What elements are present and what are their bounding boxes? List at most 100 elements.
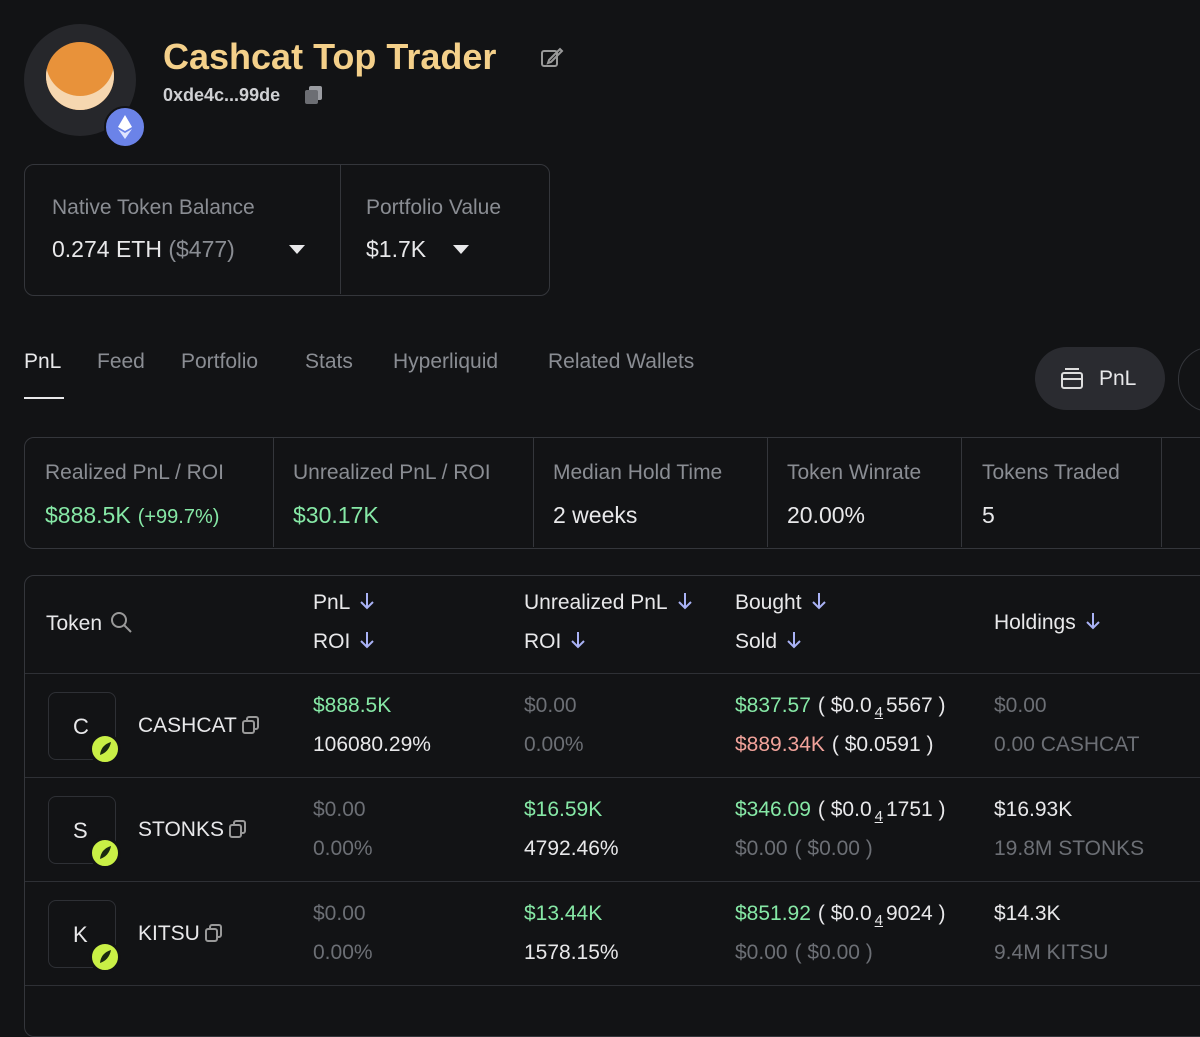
cell-roi: 0.00% (313, 941, 373, 964)
copy-icon[interactable] (237, 714, 261, 737)
platform-badge (89, 837, 121, 869)
tab-underline (24, 397, 64, 399)
stat-extra: (+99.7%) (137, 506, 220, 528)
divider (961, 438, 962, 547)
pnl-button[interactable]: PnL (1035, 347, 1165, 410)
more-button[interactable] (1178, 347, 1200, 412)
header-label: ROI (524, 630, 562, 653)
tab[interactable]: PnL (24, 350, 62, 373)
balance-amount: 0.274 ETH (52, 236, 162, 262)
dropdown-icon[interactable] (288, 244, 306, 256)
cell-holdings: $0.00 (994, 694, 1047, 717)
search-icon[interactable] (102, 612, 134, 635)
column-header[interactable]: Sold (735, 630, 803, 654)
divider (1161, 438, 1162, 547)
sold-value: $0.00 (735, 941, 788, 964)
tab[interactable]: Feed (97, 350, 145, 373)
bought-price-digits: 5567 ) (885, 694, 946, 717)
row-line (25, 777, 1200, 778)
column-header[interactable]: ROI (524, 630, 587, 654)
stat-number: $888.5K (45, 502, 131, 528)
portfolio-label: Portfolio Value (366, 196, 502, 219)
sort-icon[interactable] (561, 630, 587, 653)
token-symbol: KITSU (138, 922, 200, 945)
column-header[interactable]: PnL (313, 591, 376, 615)
token-letter: S (73, 818, 88, 843)
cell-pnl: $0.00 (313, 798, 366, 821)
avatar-face (46, 42, 114, 110)
sort-icon[interactable] (777, 630, 803, 653)
sort-icon[interactable] (802, 591, 828, 614)
header-label: ROI (313, 630, 351, 653)
bought-value: $851.92 (735, 902, 811, 925)
token-name: KITSU (138, 922, 224, 946)
cell-unrealized-roi: 0.00% (524, 733, 584, 756)
balance-label: Native Token Balance (52, 196, 255, 219)
header-label: PnL (313, 591, 351, 614)
chain-badge (104, 106, 146, 148)
cell-bought: $851.92 ( $0.0 4 9024 ) (735, 902, 946, 929)
stat-number: $30.17K (293, 502, 379, 528)
token-name: CASHCAT (138, 714, 261, 738)
dropdown-icon[interactable] (452, 244, 470, 256)
stat-label: Median Hold Time (553, 461, 723, 484)
sort-icon[interactable] (668, 591, 694, 614)
column-header[interactable]: ROI (313, 630, 376, 654)
copy-icon[interactable] (224, 818, 248, 841)
stat-value: 5 (982, 502, 995, 529)
row-line (25, 881, 1200, 882)
bought-value: $837.57 (735, 694, 811, 717)
stat-value: $888.5K (+99.7%) (45, 502, 219, 529)
tab[interactable]: Stats (305, 350, 353, 373)
edit-icon[interactable] (540, 46, 564, 70)
eth-icon (118, 115, 132, 139)
token-logo: S (48, 796, 116, 864)
column-header[interactable]: Token (46, 611, 134, 636)
bought-price-digits: 1751 ) (885, 798, 946, 821)
token-symbol: STONKS (138, 818, 224, 841)
stats-card (24, 437, 1200, 549)
header-label: Unrealized PnL (524, 591, 668, 614)
copy-icon[interactable] (304, 85, 324, 105)
page: Cashcat Top Trader 0xde4c...99de Native … (24, 24, 1200, 1037)
tab[interactable]: Related Wallets (548, 350, 695, 373)
price-zeros: 4 (874, 912, 883, 929)
copy-icon[interactable] (200, 922, 224, 945)
cell-sold: $889.34K ( $0.0591 ) (735, 733, 934, 757)
balance-value: 0.274 ETH ($477) (52, 236, 235, 263)
cell-unrealized-pnl: $16.59K (524, 798, 603, 821)
column-header[interactable]: Unrealized PnL (524, 591, 694, 615)
balance-card (24, 164, 550, 296)
cell-roi: 0.00% (313, 837, 373, 860)
profile-name: Cashcat Top Trader (163, 36, 497, 77)
row-line (25, 985, 1200, 986)
bought-price: ( $0.0 (817, 902, 872, 925)
sold-value: $889.34K (735, 733, 825, 756)
bought-price: ( $0.0 (817, 798, 872, 821)
pnl-button-label: PnL (1099, 367, 1137, 390)
sort-icon[interactable] (1076, 611, 1102, 634)
header-label: Sold (735, 630, 778, 653)
sort-icon[interactable] (350, 630, 376, 653)
stat-label: Token Winrate (787, 461, 922, 484)
sort-icon[interactable] (350, 591, 376, 614)
balance-usd: ($477) (168, 236, 235, 262)
column-header[interactable]: Bought (735, 591, 828, 615)
wallet-address: 0xde4c...99de (163, 85, 281, 105)
price-zeros: 4 (874, 808, 883, 825)
tab[interactable]: Portfolio (181, 350, 259, 373)
token-logo: K (48, 900, 116, 968)
cell-unrealized-pnl: $0.00 (524, 694, 577, 717)
cell-holdings-amount: 0.00 CASHCAT (994, 733, 1140, 756)
column-header[interactable]: Holdings (994, 611, 1102, 635)
cell-pnl: $888.5K (313, 694, 392, 717)
sold-value: $0.00 (735, 837, 788, 860)
cell-holdings-amount: 19.8M STONKS (994, 837, 1145, 860)
tab[interactable]: Hyperliquid (393, 350, 499, 373)
sold-price: ( $0.00 ) (794, 837, 873, 860)
token-logo: C (48, 692, 116, 760)
stat-label: Tokens Traded (982, 461, 1120, 484)
cell-unrealized-roi: 4792.46% (524, 837, 619, 860)
row-line (25, 673, 1200, 674)
cell-sold: $0.00 ( $0.00 ) (735, 837, 873, 861)
